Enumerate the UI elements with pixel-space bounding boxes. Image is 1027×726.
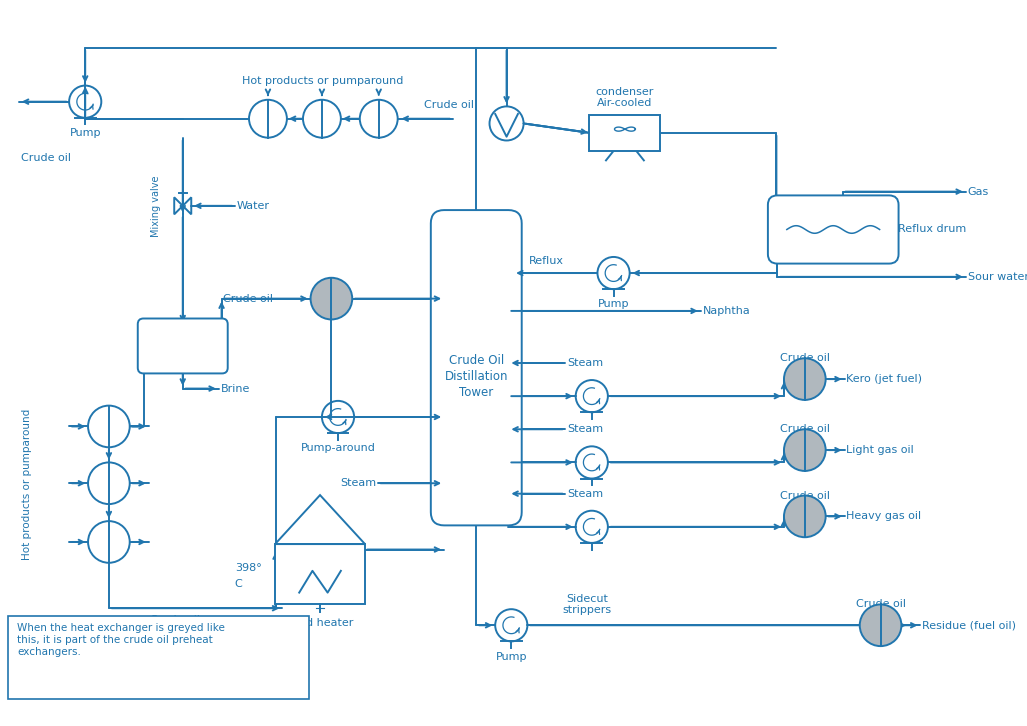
Text: Kero (jet fuel): Kero (jet fuel) [846, 374, 922, 384]
Text: Steam: Steam [340, 478, 376, 489]
Text: Crude oil: Crude oil [223, 293, 273, 303]
FancyBboxPatch shape [138, 319, 228, 373]
Circle shape [784, 429, 826, 471]
Text: Heavy gas oil: Heavy gas oil [846, 511, 921, 521]
Circle shape [860, 605, 902, 646]
Text: Crude oil: Crude oil [21, 153, 71, 163]
Text: 398°: 398° [235, 563, 262, 574]
Text: Pump-around: Pump-around [301, 443, 376, 453]
Text: Air-cooled: Air-cooled [598, 97, 652, 107]
Bar [7, 616, 309, 699]
Text: Crude Oil: Crude Oil [449, 354, 504, 367]
Circle shape [249, 99, 287, 138]
Text: Steam: Steam [567, 358, 603, 368]
FancyBboxPatch shape [768, 195, 899, 264]
Text: Brine: Brine [221, 383, 250, 393]
Text: Reflux drum: Reflux drum [898, 224, 965, 234]
Text: Crude oil: Crude oil [779, 491, 830, 500]
Text: Crude oil: Crude oil [424, 100, 474, 110]
Text: Crude oil: Crude oil [855, 600, 906, 609]
Bar [589, 115, 660, 151]
Text: Mixing valve: Mixing valve [151, 175, 161, 237]
Text: Residue (fuel oil): Residue (fuel oil) [922, 620, 1017, 630]
Text: Fired heater: Fired heater [287, 619, 353, 629]
Text: Reflux: Reflux [529, 256, 564, 266]
Bar [275, 544, 365, 604]
Text: Tower: Tower [459, 386, 493, 399]
Text: Steam: Steam [567, 489, 603, 499]
Text: C: C [235, 579, 242, 589]
Text: Desalter: Desalter [159, 341, 206, 351]
Circle shape [88, 521, 129, 563]
Text: Pump: Pump [496, 651, 527, 661]
Circle shape [88, 462, 129, 504]
Text: Hot products or pumparound: Hot products or pumparound [242, 76, 404, 86]
Text: Crude oil: Crude oil [150, 615, 200, 624]
Text: Crude oil: Crude oil [779, 424, 830, 434]
Text: Steam: Steam [567, 424, 603, 434]
Circle shape [310, 278, 352, 319]
FancyBboxPatch shape [430, 210, 522, 526]
Text: Naphtha: Naphtha [702, 306, 751, 316]
Text: 43° C: 43° C [812, 213, 845, 227]
Circle shape [784, 496, 826, 537]
Text: Sour water: Sour water [967, 272, 1027, 282]
Text: Light gas oil: Light gas oil [846, 445, 914, 455]
Text: Water: Water [236, 201, 270, 211]
Text: Gas: Gas [967, 187, 989, 197]
Circle shape [303, 99, 341, 138]
Text: Sidecut
strippers: Sidecut strippers [563, 594, 612, 615]
Circle shape [88, 406, 129, 447]
Text: Pump: Pump [598, 299, 630, 309]
Text: condenser: condenser [596, 87, 654, 97]
Text: When the heat exchanger is greyed like
this, it is part of the crude oil preheat: When the heat exchanger is greyed like t… [17, 624, 225, 656]
Text: Distillation: Distillation [445, 370, 508, 383]
Text: Hot products or pumparound: Hot products or pumparound [22, 409, 32, 560]
Text: Pump: Pump [70, 128, 101, 138]
Circle shape [784, 358, 826, 400]
Circle shape [213, 643, 242, 674]
Text: Crude oil: Crude oil [779, 354, 830, 363]
Circle shape [359, 99, 397, 138]
